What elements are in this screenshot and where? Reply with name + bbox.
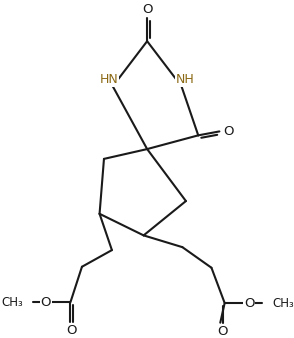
Text: CH₃: CH₃ xyxy=(1,295,23,309)
Text: O: O xyxy=(223,125,233,138)
Text: NH: NH xyxy=(176,73,194,86)
Text: O: O xyxy=(217,325,227,338)
Text: HN: HN xyxy=(100,73,119,86)
Text: O: O xyxy=(244,296,255,310)
Text: O: O xyxy=(66,324,77,337)
Text: O: O xyxy=(41,295,51,309)
Text: O: O xyxy=(142,3,152,16)
Text: CH₃: CH₃ xyxy=(272,296,294,310)
